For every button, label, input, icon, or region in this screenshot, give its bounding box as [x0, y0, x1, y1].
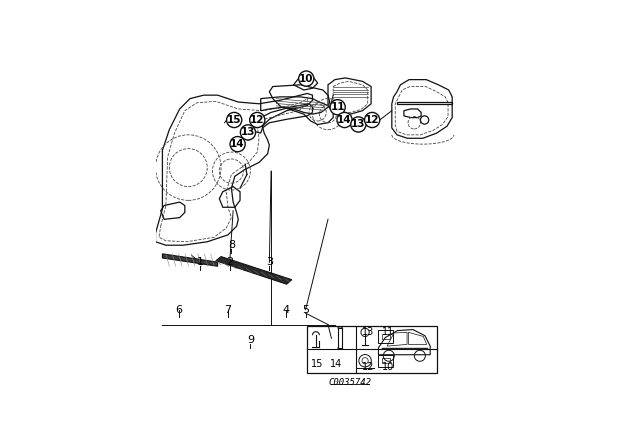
Bar — [381, 334, 390, 339]
Text: 7: 7 — [225, 305, 232, 315]
Text: 15: 15 — [312, 358, 324, 369]
Circle shape — [241, 125, 255, 140]
Text: 12: 12 — [362, 362, 374, 372]
Bar — [378, 330, 394, 343]
Text: 13: 13 — [241, 127, 255, 138]
Circle shape — [351, 117, 366, 132]
Text: 9: 9 — [247, 335, 254, 345]
Text: 5: 5 — [302, 305, 309, 315]
Bar — [307, 326, 436, 373]
Text: 11: 11 — [330, 102, 345, 112]
Text: 13: 13 — [362, 327, 374, 337]
Text: 6: 6 — [175, 305, 182, 315]
Text: 2: 2 — [226, 258, 233, 267]
Text: 8: 8 — [228, 240, 235, 250]
Circle shape — [299, 71, 314, 86]
Text: 15: 15 — [227, 115, 241, 125]
Text: 14: 14 — [337, 115, 352, 125]
Circle shape — [330, 99, 345, 115]
Circle shape — [250, 112, 265, 128]
Circle shape — [227, 112, 242, 128]
Circle shape — [365, 112, 380, 128]
Circle shape — [230, 137, 245, 152]
Text: 3: 3 — [266, 258, 273, 267]
Text: 14: 14 — [330, 358, 342, 369]
Text: 12: 12 — [365, 115, 380, 125]
Text: 13: 13 — [351, 120, 365, 129]
Text: 11: 11 — [382, 327, 395, 337]
Text: 14: 14 — [230, 139, 245, 149]
Polygon shape — [163, 254, 218, 266]
Text: 4: 4 — [282, 305, 289, 315]
Text: 10: 10 — [299, 73, 314, 84]
Text: 10: 10 — [382, 362, 395, 372]
Bar — [378, 354, 394, 367]
Text: 1: 1 — [197, 258, 204, 267]
Polygon shape — [216, 257, 292, 284]
Text: 12: 12 — [250, 115, 264, 125]
Text: C0035742: C0035742 — [329, 378, 372, 387]
Circle shape — [337, 112, 352, 128]
Bar — [381, 358, 390, 363]
